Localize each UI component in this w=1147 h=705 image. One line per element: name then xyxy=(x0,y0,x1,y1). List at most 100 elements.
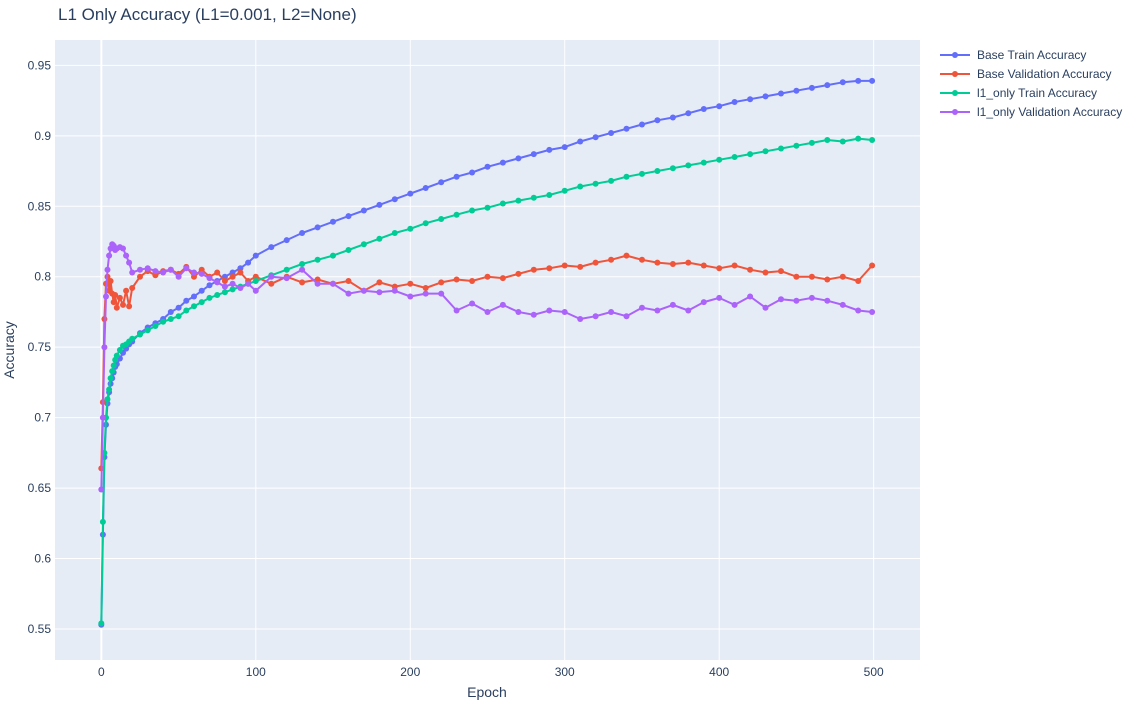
data-point xyxy=(855,135,862,142)
legend-item[interactable]: Base Train Accuracy xyxy=(940,48,1086,62)
series-2 xyxy=(98,135,876,627)
legend-item[interactable]: l1_only Validation Accuracy xyxy=(940,105,1122,119)
data-point xyxy=(839,273,846,280)
data-point xyxy=(855,77,862,84)
data-point xyxy=(107,375,114,382)
data-point xyxy=(793,142,800,149)
data-point xyxy=(237,265,244,272)
data-point xyxy=(183,265,190,272)
data-point xyxy=(608,256,615,263)
data-point xyxy=(129,269,136,276)
data-point xyxy=(731,262,738,269)
data-point xyxy=(376,279,383,286)
data-point xyxy=(499,159,506,166)
data-point xyxy=(376,289,383,296)
data-point xyxy=(731,301,738,308)
data-point xyxy=(669,165,676,172)
data-point xyxy=(167,266,174,273)
legend[interactable]: Base Train Accuracy Base Validation Accur… xyxy=(940,48,1122,119)
data-point xyxy=(515,270,522,277)
y-tick-label: 0.75 xyxy=(28,340,52,354)
data-point xyxy=(330,218,336,225)
data-point xyxy=(214,279,221,286)
data-point xyxy=(453,276,460,283)
data-point xyxy=(299,230,306,236)
legend-marker xyxy=(952,109,958,115)
y-tick-label: 0.95 xyxy=(28,58,52,72)
data-point xyxy=(175,273,182,280)
data-point xyxy=(104,266,111,273)
data-point xyxy=(160,269,167,276)
data-point xyxy=(499,275,506,282)
data-point xyxy=(716,265,723,272)
data-point xyxy=(530,151,537,158)
data-point xyxy=(869,77,876,84)
data-point xyxy=(330,252,336,259)
data-point xyxy=(577,263,584,270)
data-point xyxy=(824,276,831,283)
data-point xyxy=(669,301,676,308)
data-point xyxy=(206,294,213,301)
data-point xyxy=(191,303,197,310)
x-axis-title: Epoch xyxy=(467,684,507,700)
data-point xyxy=(530,266,537,273)
data-point xyxy=(592,180,599,187)
data-point xyxy=(561,309,568,315)
data-point xyxy=(167,309,174,315)
data-point xyxy=(391,287,398,294)
data-point xyxy=(360,287,367,294)
data-point xyxy=(639,170,645,177)
data-point xyxy=(778,268,784,275)
data-point xyxy=(183,307,190,314)
data-point xyxy=(104,396,111,403)
data-point xyxy=(120,301,126,308)
data-point xyxy=(762,269,769,276)
data-point xyxy=(229,273,236,280)
data-point xyxy=(129,285,136,291)
data-point xyxy=(98,620,105,627)
data-point xyxy=(685,259,692,266)
data-point xyxy=(103,293,109,300)
data-point xyxy=(469,169,476,176)
legend-label: l1_only Validation Accuracy xyxy=(977,105,1122,119)
data-point xyxy=(793,273,800,280)
data-point xyxy=(129,335,136,342)
data-point xyxy=(530,194,537,201)
data-point xyxy=(515,197,522,204)
data-point xyxy=(407,293,414,300)
data-point xyxy=(824,297,831,304)
data-point xyxy=(469,300,476,307)
data-point xyxy=(808,294,815,301)
data-point xyxy=(700,159,707,166)
data-point xyxy=(869,137,876,143)
data-point xyxy=(237,269,244,276)
data-point xyxy=(391,196,398,203)
data-point xyxy=(175,313,182,320)
data-point xyxy=(453,307,460,314)
data-point xyxy=(391,283,398,290)
data-point xyxy=(438,216,445,222)
data-point xyxy=(314,224,321,231)
legend-item[interactable]: l1_only Train Accuracy xyxy=(940,86,1097,100)
data-point xyxy=(685,162,692,169)
data-point xyxy=(245,259,252,266)
y-tick-label: 0.6 xyxy=(34,552,51,566)
legend-item[interactable]: Base Validation Accuracy xyxy=(940,67,1112,81)
y-axis-ticks: 0.55 0.6 0.65 0.7 0.75 0.8 0.85 0.9 0.95 xyxy=(28,58,52,636)
legend-label: l1_only Train Accuracy xyxy=(977,86,1097,100)
y-tick-label: 0.8 xyxy=(34,270,51,284)
data-point xyxy=(778,296,784,303)
x-tick-label: 100 xyxy=(246,665,266,679)
data-point xyxy=(685,110,692,117)
data-point xyxy=(747,266,754,273)
data-point xyxy=(252,278,259,284)
legend-marker xyxy=(952,52,958,58)
data-point xyxy=(206,282,213,289)
data-point xyxy=(237,285,244,291)
data-point xyxy=(160,318,167,325)
data-point xyxy=(577,183,584,190)
y-tick-label: 0.55 xyxy=(28,622,52,636)
data-point xyxy=(376,235,383,242)
data-point xyxy=(422,290,429,297)
data-point xyxy=(345,290,352,297)
